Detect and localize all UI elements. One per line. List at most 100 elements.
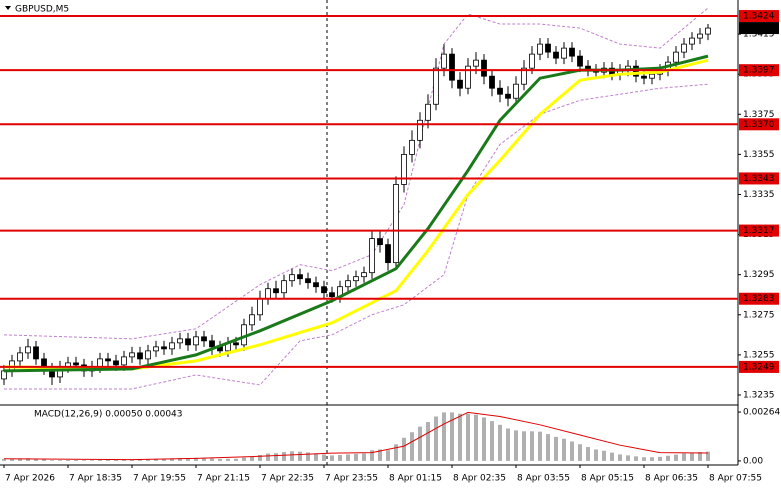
macd-bar: [34, 458, 38, 461]
macd-bar: [482, 417, 486, 461]
macd-bar: [322, 454, 326, 461]
level-label-box: [739, 10, 779, 23]
macd-bar: [50, 460, 54, 461]
candle-body: [361, 272, 367, 278]
candle-body: [457, 79, 463, 89]
indicator-line: [4, 83, 709, 390]
candle-body: [449, 53, 455, 81]
macd-bar: [58, 460, 62, 461]
candle-body: [233, 342, 239, 346]
chart-title: GBPUSD,M5: [15, 5, 69, 15]
candle-body: [641, 75, 647, 79]
candle-body: [345, 280, 351, 288]
current-price-box: [739, 22, 779, 35]
candle-body: [273, 288, 279, 294]
macd-bar: [146, 459, 150, 461]
macd-bar: [234, 458, 238, 461]
candle-body: [417, 119, 423, 141]
candle-body: [545, 43, 551, 53]
candle-body: [409, 139, 415, 155]
candle-body: [353, 276, 359, 282]
candle-body: [689, 37, 695, 45]
symbol-arrow: [5, 6, 11, 10]
macd-bar: [282, 452, 286, 461]
macd-bar: [522, 431, 526, 461]
candle-body: [297, 274, 303, 280]
macd-bar: [338, 455, 342, 461]
macd-bar: [402, 437, 406, 461]
macd-bar: [698, 452, 702, 461]
macd-bar: [242, 457, 246, 461]
macd-bar: [642, 457, 646, 461]
candle-body: [121, 356, 127, 366]
macd-bar: [226, 458, 230, 461]
level-label: 1.3283: [743, 294, 775, 304]
level-label-box: [739, 224, 779, 237]
x-tick-label: 7 Apr 18:35: [69, 474, 122, 484]
macd-bar: [250, 456, 254, 461]
candle-body: [633, 65, 639, 77]
level-label: 1.3424: [743, 12, 775, 22]
macd-bar: [66, 460, 70, 461]
candle-body: [385, 244, 391, 264]
candle-body: [401, 153, 407, 185]
macd-bar: [90, 460, 94, 461]
candle-body: [513, 83, 519, 99]
macd-bar: [634, 456, 638, 461]
macd-bar: [18, 458, 22, 461]
candle-body: [329, 292, 335, 298]
macd-bar: [2, 459, 6, 461]
candle-body: [161, 346, 167, 350]
macd-bar: [490, 421, 494, 461]
candle-body: [305, 278, 311, 284]
candle-body: [313, 282, 319, 288]
y-tick-label: 1.3235: [743, 390, 775, 400]
macd-bar: [394, 444, 398, 461]
macd-bar: [378, 449, 382, 461]
macd-bar: [170, 458, 174, 461]
candle-body: [521, 67, 527, 85]
macd-bar: [154, 458, 158, 461]
candle-body: [369, 238, 375, 274]
level-label-box: [739, 292, 779, 305]
x-tick-label: 8 Apr 02:35: [453, 474, 506, 484]
macd-bar: [530, 431, 534, 461]
x-tick-label: 7 Apr 2026: [5, 474, 55, 484]
macd-bar: [330, 455, 334, 461]
macd-bar: [138, 459, 142, 461]
candle-body: [289, 274, 295, 282]
macd-bar: [586, 447, 590, 461]
macd-bar: [98, 459, 102, 461]
macd-bar: [706, 451, 710, 461]
candle-body: [505, 93, 511, 99]
macd-bar: [546, 434, 550, 461]
level-label: 1.3397: [743, 66, 775, 76]
candle-body: [561, 47, 567, 59]
macd-bar: [506, 428, 510, 461]
macd-bar: [114, 460, 118, 461]
macd-y-tick-label: 0.00264: [743, 408, 780, 418]
y-tick-label: 1.3295: [743, 270, 775, 280]
candle-body: [201, 336, 207, 342]
candle-body: [145, 350, 151, 360]
macd-bar: [418, 426, 422, 461]
candle-body: [377, 238, 383, 246]
macd-bar: [410, 432, 414, 461]
x-tick-label: 8 Apr 01:15: [389, 474, 442, 484]
macd-bar: [538, 431, 542, 461]
candle-body: [697, 33, 703, 39]
x-tick-label: 7 Apr 22:35: [261, 474, 314, 484]
macd-bar: [602, 450, 606, 461]
candle-body: [433, 67, 439, 105]
level-label-box: [739, 64, 779, 77]
macd-bar: [426, 422, 430, 461]
candle-body: [537, 43, 543, 55]
macd-bar: [442, 412, 446, 461]
y-tick-label: 1.3415: [743, 30, 775, 40]
macd-bar: [498, 424, 502, 461]
macd-bar: [466, 413, 470, 461]
macd-bar: [106, 459, 110, 461]
macd-bar: [306, 452, 310, 461]
candle-body: [185, 338, 191, 346]
